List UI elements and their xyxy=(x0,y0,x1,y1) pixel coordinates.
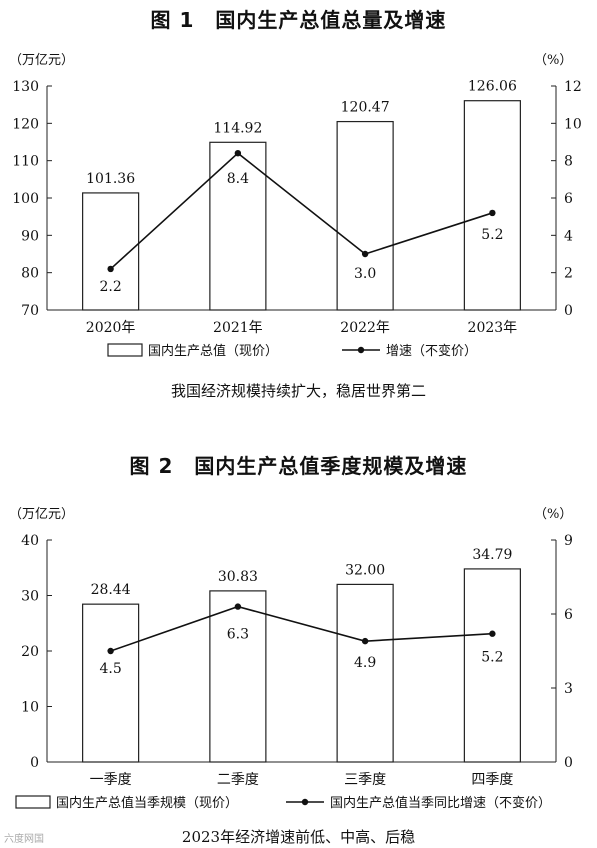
chart2-legend-line-label: 国内生产总值当季同比增速（不变价） xyxy=(330,795,551,811)
chart1-growth-value-label: 3.0 xyxy=(354,266,376,282)
chart2-right-tick-label: 9 xyxy=(564,533,573,549)
chart2-growth-point xyxy=(361,637,369,645)
chart2-growth-line xyxy=(110,605,493,652)
chart1-left-tick-label: 110 xyxy=(12,154,39,170)
chart2-category-label: 三季度 xyxy=(344,772,386,788)
chart1-left-tick-label: 120 xyxy=(12,116,39,132)
chart1-right-tick-label: 4 xyxy=(564,228,573,244)
chart2-left-tick-label: 20 xyxy=(21,644,39,660)
chart2-right-axis-unit: （%） xyxy=(534,507,572,522)
chart1-category-label: 2022年 xyxy=(340,320,390,336)
chart1-caption: 我国经济规模持续扩大，稳居世界第二 xyxy=(170,382,426,400)
chart2-legend-line-marker xyxy=(301,798,309,806)
chart2-growth-value-label: 6.3 xyxy=(227,627,249,643)
chart1-left-tick-label: 70 xyxy=(21,303,39,319)
chart1-bar-value-label: 120.47 xyxy=(341,100,390,116)
chart2-bar xyxy=(209,590,267,763)
chart2-bar-value-label: 32.00 xyxy=(345,562,385,578)
chart1-growth-point xyxy=(107,265,114,273)
chart1-category-label: 2021年 xyxy=(213,320,263,336)
chart2-legend-bar-label: 国内生产总值当季规模（现价） xyxy=(56,795,238,811)
chart2-growth-value-label: 4.9 xyxy=(354,655,376,671)
chart2-growth-value-label: 4.5 xyxy=(99,661,121,677)
chart1-bar-value-label: 114.92 xyxy=(213,120,262,136)
chart1-growth-value-label: 2.2 xyxy=(99,279,121,295)
chart2-left-axis-unit: （万亿元） xyxy=(9,507,74,522)
chart1-legend-line-label: 增速（不变价） xyxy=(386,343,477,359)
chart2-right-tick-label: 0 xyxy=(564,755,573,771)
chart2-category-label: 二季度 xyxy=(217,772,259,788)
chart2-growth-point xyxy=(234,603,242,610)
chart2-bar-value-label: 30.83 xyxy=(218,569,258,585)
chart1-left-tick-label: 100 xyxy=(12,191,39,207)
chart2-bar-value-label: 28.44 xyxy=(91,582,131,598)
chart1-legend-bar-swatch xyxy=(107,343,143,357)
chart1-legend-line-marker xyxy=(357,346,365,354)
chart1-left-tick-label: 80 xyxy=(21,266,39,282)
chart1-right-tick-label: 8 xyxy=(564,154,573,170)
chart1-bar xyxy=(463,100,521,311)
chart1-growth-point xyxy=(234,150,242,157)
chart2-title: 图 2 国内生产总值季度规模及增速 xyxy=(129,454,468,478)
chart1-growth-value-label: 8.4 xyxy=(227,171,249,187)
chart2-growth-point xyxy=(107,647,114,655)
chart1-category-label: 2023年 xyxy=(468,320,518,336)
chart2-legend-bar-swatch xyxy=(15,795,51,809)
chart2-left-tick-label: 40 xyxy=(21,533,39,549)
chart1-bar-value-label: 101.36 xyxy=(86,171,135,187)
chart2-caption: 2023年经济增速前低、中高、后稳 xyxy=(181,828,416,846)
chart2-bar xyxy=(336,583,394,763)
chart2-left-tick-label: 0 xyxy=(30,755,39,771)
chart1-right-tick-label: 0 xyxy=(564,303,573,319)
chart2-bar xyxy=(82,603,140,763)
chart2-growth-value-label: 5.2 xyxy=(481,650,503,666)
chart1-growth-point xyxy=(489,209,496,217)
chart2-bar xyxy=(463,568,521,763)
chart1-title: 图 1 国内生产总值总量及增速 xyxy=(150,8,447,32)
watermark: 六度网国 xyxy=(4,834,44,845)
chart2: （万亿元） （%） 0 10 20 30 40 0 3 6 9 一季度 二季度 三季度 四季度 28.44 30… xyxy=(9,507,573,811)
chart2-growth-point xyxy=(489,630,496,637)
chart1-growth-point xyxy=(361,250,369,258)
chart1: （万亿元） （%） 70 80 90 100 110 120 130 0 2 4 6 8 10 12 2020年… xyxy=(9,53,582,359)
chart1-left-tick-label: 130 xyxy=(12,79,39,95)
chart2-category-label: 四季度 xyxy=(471,772,513,788)
chart2-left-tick-label: 10 xyxy=(21,700,39,716)
chart2-bar-value-label: 34.79 xyxy=(472,547,512,563)
chart1-bar xyxy=(209,141,267,311)
chart1-bar-value-label: 126.06 xyxy=(468,79,517,95)
chart2-right-tick-label: 3 xyxy=(564,681,573,697)
chart1-right-tick-label: 10 xyxy=(564,116,582,132)
chart1-growth-line xyxy=(110,152,493,270)
chart1-legend-bar-label: 国内生产总值（现价） xyxy=(148,343,278,359)
chart2-left-tick-label: 30 xyxy=(21,589,39,605)
chart1-category-label: 2020年 xyxy=(86,320,136,336)
chart1-right-tick-label: 2 xyxy=(564,266,573,282)
chart1-growth-value-label: 5.2 xyxy=(481,227,503,243)
chart1-left-axis-unit: （万亿元） xyxy=(9,53,74,68)
chart1-right-tick-label: 6 xyxy=(564,191,573,207)
chart2-right-tick-label: 6 xyxy=(564,607,573,623)
chart1-bar xyxy=(336,120,394,311)
chart1-right-axis-unit: （%） xyxy=(534,53,572,68)
chart2-category-label: 一季度 xyxy=(90,772,132,788)
chart1-right-tick-label: 12 xyxy=(564,79,582,95)
chart1-left-tick-label: 90 xyxy=(21,228,39,244)
